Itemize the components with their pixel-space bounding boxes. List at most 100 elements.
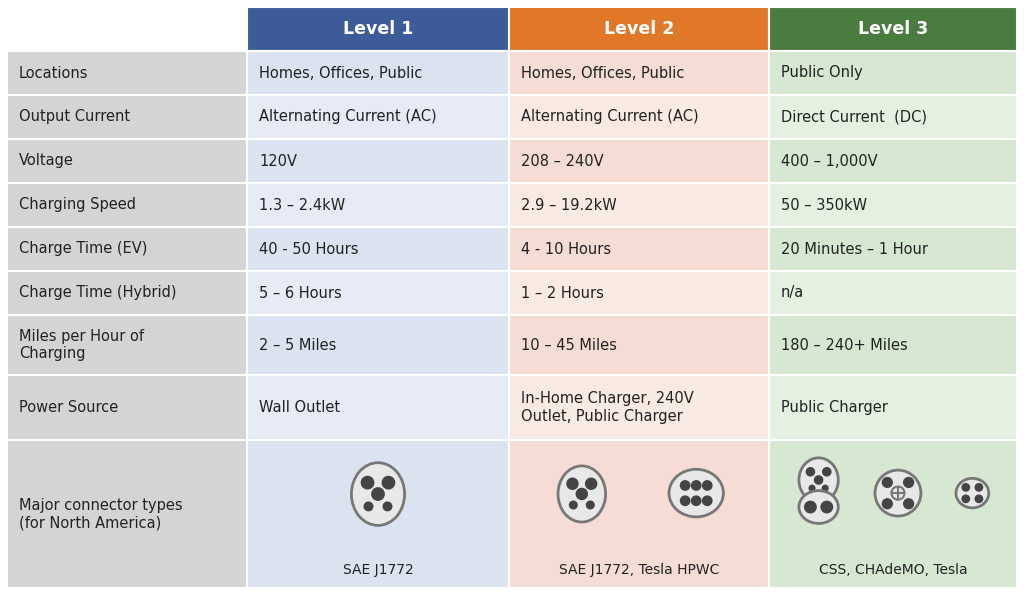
Text: CSS, CHAdeMO, Tesla: CSS, CHAdeMO, Tesla xyxy=(818,563,968,577)
Ellipse shape xyxy=(351,463,404,526)
Ellipse shape xyxy=(799,458,839,502)
Text: Homes, Offices, Public: Homes, Offices, Public xyxy=(521,66,684,81)
Bar xyxy=(509,51,769,95)
Bar xyxy=(509,375,769,440)
Circle shape xyxy=(702,496,712,506)
Bar xyxy=(769,315,1017,375)
Text: 40 - 50 Hours: 40 - 50 Hours xyxy=(259,242,358,256)
Circle shape xyxy=(805,501,816,513)
Circle shape xyxy=(806,468,814,476)
Bar xyxy=(769,227,1017,271)
Circle shape xyxy=(681,496,690,506)
Ellipse shape xyxy=(558,466,605,522)
Circle shape xyxy=(904,499,913,509)
Circle shape xyxy=(822,485,828,491)
Circle shape xyxy=(586,478,597,489)
Circle shape xyxy=(567,478,578,489)
Bar xyxy=(7,183,247,227)
Circle shape xyxy=(821,501,833,513)
Text: Public Charger: Public Charger xyxy=(781,400,888,415)
Text: Voltage: Voltage xyxy=(19,153,74,169)
Circle shape xyxy=(587,501,594,509)
Circle shape xyxy=(382,477,394,489)
Bar xyxy=(509,440,769,588)
Bar xyxy=(247,139,509,183)
Circle shape xyxy=(383,502,392,511)
Text: Homes, Offices, Public: Homes, Offices, Public xyxy=(259,66,422,81)
Ellipse shape xyxy=(669,469,723,517)
Bar xyxy=(509,183,769,227)
Text: 2 – 5 Miles: 2 – 5 Miles xyxy=(259,337,336,352)
Text: Charge Time (EV): Charge Time (EV) xyxy=(19,242,147,256)
Text: 1 – 2 Hours: 1 – 2 Hours xyxy=(521,285,604,301)
Bar xyxy=(7,440,247,588)
Text: Locations: Locations xyxy=(19,66,88,81)
Circle shape xyxy=(691,481,700,490)
Text: n/a: n/a xyxy=(781,285,804,301)
Text: Level 3: Level 3 xyxy=(858,20,928,38)
Circle shape xyxy=(883,478,892,487)
Text: Power Source: Power Source xyxy=(19,400,118,415)
Text: 4 - 10 Hours: 4 - 10 Hours xyxy=(521,242,611,256)
Text: Alternating Current (AC): Alternating Current (AC) xyxy=(521,110,698,124)
Bar xyxy=(7,271,247,315)
Text: 20 Minutes – 1 Hour: 20 Minutes – 1 Hour xyxy=(781,242,928,256)
Bar xyxy=(7,7,247,51)
Text: SAE J1772, Tesla HPWC: SAE J1772, Tesla HPWC xyxy=(559,563,719,577)
Circle shape xyxy=(892,487,904,500)
Circle shape xyxy=(577,488,588,500)
Bar xyxy=(247,440,509,588)
Bar xyxy=(247,315,509,375)
Bar xyxy=(769,440,1017,588)
Bar xyxy=(769,139,1017,183)
Circle shape xyxy=(569,501,578,509)
Bar xyxy=(769,271,1017,315)
Text: In-Home Charger, 240V
Outlet, Public Charger: In-Home Charger, 240V Outlet, Public Cha… xyxy=(521,391,693,424)
Text: 2.9 – 19.2kW: 2.9 – 19.2kW xyxy=(521,198,616,213)
Bar xyxy=(509,315,769,375)
Ellipse shape xyxy=(956,478,989,508)
Circle shape xyxy=(963,484,970,491)
Bar xyxy=(247,7,509,51)
Bar xyxy=(769,375,1017,440)
Text: 5 – 6 Hours: 5 – 6 Hours xyxy=(259,285,342,301)
Circle shape xyxy=(963,495,970,503)
Text: 120V: 120V xyxy=(259,153,297,169)
Circle shape xyxy=(702,481,712,490)
Circle shape xyxy=(975,484,983,491)
Bar xyxy=(247,51,509,95)
Circle shape xyxy=(809,485,815,491)
Bar xyxy=(509,227,769,271)
Bar xyxy=(7,375,247,440)
Circle shape xyxy=(361,477,374,489)
Bar xyxy=(769,95,1017,139)
Circle shape xyxy=(681,481,690,490)
Bar xyxy=(7,315,247,375)
Text: Miles per Hour of
Charging: Miles per Hour of Charging xyxy=(19,329,144,361)
Bar xyxy=(7,139,247,183)
Ellipse shape xyxy=(874,470,921,516)
Bar xyxy=(769,7,1017,51)
Bar xyxy=(509,7,769,51)
Text: Direct Current  (DC): Direct Current (DC) xyxy=(781,110,927,124)
Bar xyxy=(7,51,247,95)
Text: Charging Speed: Charging Speed xyxy=(19,198,136,213)
Bar xyxy=(247,375,509,440)
Bar xyxy=(509,139,769,183)
Text: Wall Outlet: Wall Outlet xyxy=(259,400,340,415)
Circle shape xyxy=(975,495,983,503)
Bar xyxy=(7,95,247,139)
Text: 400 – 1,000V: 400 – 1,000V xyxy=(781,153,878,169)
Bar xyxy=(247,95,509,139)
Text: Output Current: Output Current xyxy=(19,110,130,124)
Text: 208 – 240V: 208 – 240V xyxy=(521,153,603,169)
Text: Level 2: Level 2 xyxy=(604,20,674,38)
Bar xyxy=(247,227,509,271)
Bar xyxy=(769,51,1017,95)
Circle shape xyxy=(365,502,373,511)
Text: 10 – 45 Miles: 10 – 45 Miles xyxy=(521,337,616,352)
Text: 180 – 240+ Miles: 180 – 240+ Miles xyxy=(781,337,907,352)
Text: 50 – 350kW: 50 – 350kW xyxy=(781,198,867,213)
Bar xyxy=(509,271,769,315)
Bar xyxy=(247,271,509,315)
